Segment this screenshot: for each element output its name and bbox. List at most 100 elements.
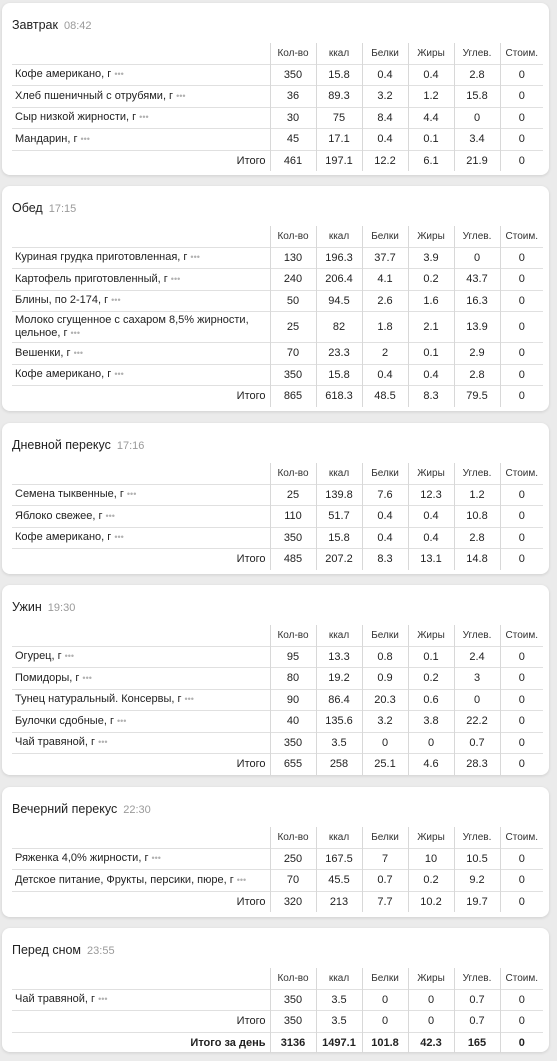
food-row[interactable]: Тунец натуральный. Консервы, г ••• 90 86.4 2… <box>12 688 543 711</box>
food-row[interactable]: Огурец, г ••• 95 13.3 0.8 0.1 2.4 0 <box>12 645 543 668</box>
more-options-icon[interactable]: ••• <box>170 273 181 284</box>
meal-title[interactable]: Перед сном <box>12 943 82 957</box>
food-row[interactable]: Куриная грудка приготовленная, г ••• 130 19… <box>12 246 543 269</box>
food-name[interactable]: Кофе американо, г <box>15 531 112 544</box>
food-row[interactable]: Чай травяной, г ••• 350 3.5 0 0 0.7 0 <box>12 988 543 1011</box>
food-kcal: 82 <box>315 311 362 343</box>
header-spacer <box>12 43 270 64</box>
more-options-icon[interactable]: ••• <box>126 489 137 500</box>
food-row[interactable]: Ряженка 4,0% жирности, г ••• 250 167.5 7 10 10… <box>12 847 543 870</box>
food-row[interactable]: Детское питание, Фрукты, персики, пюре, … <box>12 869 543 891</box>
more-options-icon[interactable]: ••• <box>80 133 90 144</box>
meal-total-row: Итого 485 207.2 8.3 13.1 14.8 0 <box>12 548 543 570</box>
food-cost: 0 <box>499 688 543 711</box>
meal-time[interactable]: 22:30 <box>123 804 151 816</box>
total-fat: 8.3 <box>407 385 454 407</box>
more-options-icon[interactable]: ••• <box>70 328 80 338</box>
food-name-cell: Чай травяной, г ••• <box>12 988 270 1011</box>
food-row[interactable]: Блины, по 2-174, г ••• 50 94.5 2.6 1.6 16.3 0 <box>12 289 543 312</box>
meal-time[interactable]: 23:55 <box>87 945 115 957</box>
food-qty: 250 <box>269 847 316 870</box>
more-options-icon[interactable]: ••• <box>98 994 108 1005</box>
food-name[interactable]: Мандарин, г <box>15 132 78 145</box>
meal-time[interactable]: 17:16 <box>116 440 145 452</box>
food-row[interactable]: Сыр низкой жирности, г ••• 30 75 8.4 4.4 0 0 <box>12 106 543 129</box>
more-options-icon[interactable]: ••• <box>73 347 84 358</box>
more-options-icon[interactable]: ••• <box>190 252 200 263</box>
food-kcal: 139.8 <box>315 483 362 506</box>
table-header-row: Кол-во ккал Белки Жиры Углев. Стоим. <box>12 827 543 848</box>
food-row[interactable]: Кофе американо, г ••• 350 15.8 0.4 0.4 2.8 0 <box>12 526 543 549</box>
food-name[interactable]: Хлеб пшеничный с отрубями, г <box>15 89 174 102</box>
more-options-icon[interactable]: ••• <box>139 112 149 123</box>
food-name[interactable]: Детское питание, Фрукты, персики, пюре, … <box>15 873 234 886</box>
food-name[interactable]: Помидоры, г <box>15 671 80 684</box>
food-cost: 0 <box>499 483 543 506</box>
food-name[interactable]: Чай травяной, г <box>15 736 96 749</box>
food-row[interactable]: Картофель приготовленный, г ••• 240 206.4 4.… <box>12 268 543 290</box>
food-row[interactable]: Яблоко свежее, г ••• 110 51.7 0.4 0.4 10.8 0 <box>12 505 543 527</box>
more-options-icon[interactable]: ••• <box>64 651 75 662</box>
meal-time[interactable]: 08:42 <box>63 20 92 32</box>
food-name-cell: Булочки сдобные, г ••• <box>12 710 270 732</box>
food-name-cell: Помидоры, г ••• <box>12 667 270 689</box>
more-options-icon[interactable]: ••• <box>116 715 127 726</box>
food-row[interactable]: Вешенки, г ••• 70 23.3 2 0.1 2.9 0 <box>12 342 543 364</box>
food-name[interactable]: Кофе американо, г <box>15 368 112 381</box>
food-name[interactable]: Куриная грудка приготовленная, г <box>15 251 188 264</box>
meal-time[interactable]: 19:30 <box>47 602 76 614</box>
more-options-icon[interactable]: ••• <box>98 737 108 748</box>
meal-title[interactable]: Обед <box>12 201 43 215</box>
more-options-icon[interactable]: ••• <box>151 853 161 864</box>
meal-title[interactable]: Ужин <box>12 600 42 614</box>
meal-time[interactable]: 17:15 <box>48 203 77 215</box>
nutrition-table: Кол-во ккал Белки Жиры Углев. Стоим. Огурец, г… <box>12 625 543 775</box>
food-name[interactable]: Молоко сгущенное с сахаром 8,5% жирности… <box>15 314 249 339</box>
food-row[interactable]: Кофе американо, г ••• 350 15.8 0.4 0.4 2.8 0 <box>12 363 543 386</box>
food-protein: 20.3 <box>361 688 408 711</box>
food-name[interactable]: Семена тыквенные, г <box>15 488 124 501</box>
more-options-icon[interactable]: ••• <box>105 510 115 521</box>
more-options-icon[interactable]: ••• <box>176 90 186 101</box>
meal-title[interactable]: Вечерний перекус <box>12 802 118 816</box>
total-protein: 8.3 <box>361 548 408 570</box>
food-name[interactable]: Чай травяной, г <box>15 993 96 1006</box>
more-options-icon[interactable]: ••• <box>184 694 194 705</box>
food-name[interactable]: Тунец натуральный. Консервы, г <box>15 693 182 706</box>
food-row[interactable]: Чай травяной, г ••• 350 3.5 0 0 0.7 0 <box>12 731 543 754</box>
food-name[interactable]: Яблоко свежее, г <box>15 509 103 522</box>
more-options-icon[interactable]: ••• <box>82 672 92 683</box>
more-options-icon[interactable]: ••• <box>114 532 124 543</box>
food-row[interactable]: Булочки сдобные, г ••• 40 135.6 3.2 3.8 22.2 0 <box>12 710 543 732</box>
total-fat: 13.1 <box>407 548 454 570</box>
food-name-cell: Хлеб пшеничный с отрубями, г ••• <box>12 85 270 107</box>
food-row[interactable]: Мандарин, г ••• 45 17.1 0.4 0.1 3.4 0 <box>12 128 543 150</box>
food-name[interactable]: Огурец, г <box>15 650 62 663</box>
food-row[interactable]: Молоко сгущенное с сахаром 8,5% жирности… <box>12 311 543 343</box>
more-options-icon[interactable]: ••• <box>114 69 124 80</box>
column-header-kcal: ккал <box>315 625 362 646</box>
food-row[interactable]: Семена тыквенные, г ••• 25 139.8 7.6 12.3 1.2 0 <box>12 483 543 506</box>
food-fat: 0.6 <box>407 688 454 711</box>
column-header-kcal: ккал <box>315 43 362 64</box>
food-row[interactable]: Хлеб пшеничный с отрубями, г ••• 36 89.3 3.2… <box>12 85 543 107</box>
food-name[interactable]: Блины, по 2-174, г <box>15 294 109 307</box>
food-row[interactable]: Помидоры, г ••• 80 19.2 0.9 0.2 3 0 <box>12 667 543 689</box>
more-options-icon[interactable]: ••• <box>111 295 121 306</box>
food-protein: 0 <box>361 988 408 1011</box>
total-label: Итого <box>12 1010 270 1032</box>
meal-title[interactable]: Дневной перекус <box>12 438 111 452</box>
total-qty: 350 <box>269 1010 316 1032</box>
food-kcal: 19.2 <box>315 667 362 689</box>
more-options-icon[interactable]: ••• <box>236 874 247 885</box>
food-name[interactable]: Кофе американо, г <box>15 68 112 81</box>
food-name[interactable]: Ряженка 4,0% жирности, г <box>15 852 149 865</box>
food-name[interactable]: Картофель приготовленный, г <box>15 272 168 285</box>
food-row[interactable]: Кофе американо, г ••• 350 15.8 0.4 0.4 2.8 0 <box>12 63 543 86</box>
food-kcal: 17.1 <box>315 128 362 150</box>
more-options-icon[interactable]: ••• <box>114 369 124 380</box>
food-name[interactable]: Сыр низкой жирности, г <box>15 111 137 124</box>
food-name[interactable]: Вешенки, г <box>15 346 71 359</box>
meal-title[interactable]: Завтрак <box>12 18 58 32</box>
food-name[interactable]: Булочки сдобные, г <box>15 714 114 727</box>
